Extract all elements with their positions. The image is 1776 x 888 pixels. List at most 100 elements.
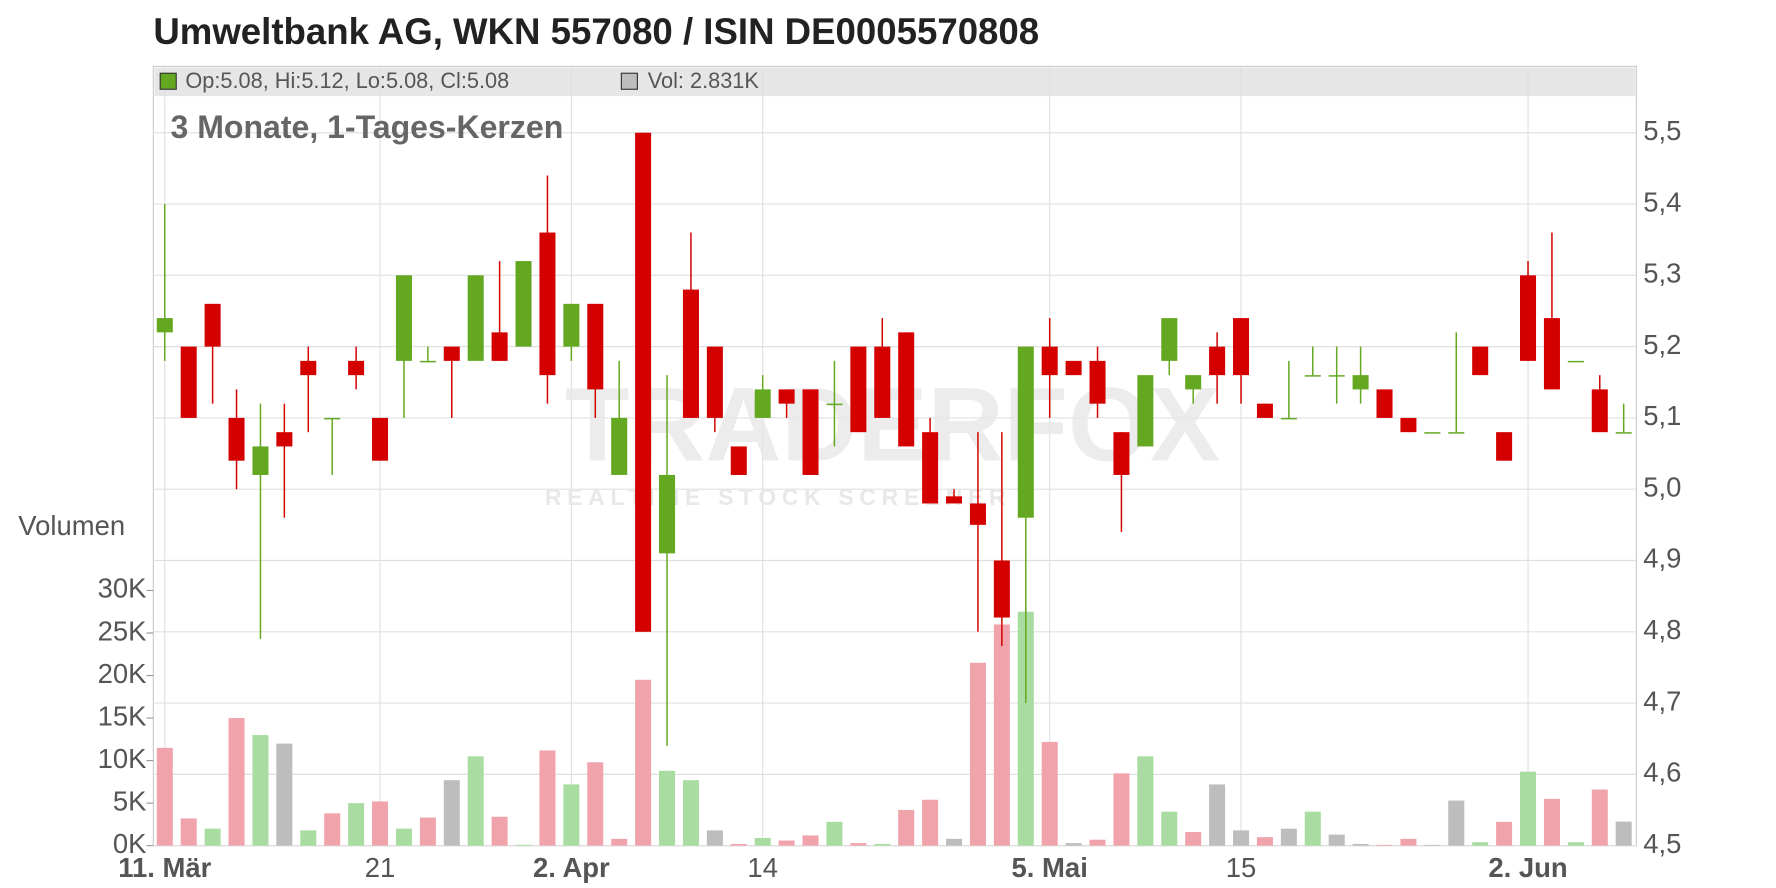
volume-bar xyxy=(1304,811,1321,846)
x-tick-label: 11. Mär xyxy=(118,852,211,883)
volume-bar xyxy=(1591,789,1608,846)
y2-tick-label: 25K xyxy=(98,615,147,646)
volume-bar xyxy=(659,770,676,846)
legend-swatch-price xyxy=(159,72,177,90)
background-layer xyxy=(153,66,1637,847)
candle-body xyxy=(156,318,173,333)
candle-body xyxy=(659,474,676,554)
volume-bar xyxy=(348,803,365,846)
candle-body xyxy=(730,446,747,475)
volume-bar xyxy=(969,662,986,846)
y-tick-label: 5,2 xyxy=(1643,329,1681,360)
volume-bar xyxy=(730,843,747,846)
y2-tick-label: 10K xyxy=(98,743,147,774)
candle-body xyxy=(276,432,293,447)
volume-bar xyxy=(180,818,197,846)
x-tick-label: 21 xyxy=(365,852,396,883)
volume-bar xyxy=(706,830,723,846)
volume-bar xyxy=(1400,838,1417,846)
volume-bar xyxy=(922,799,939,846)
candle-body xyxy=(300,360,317,376)
y2-tick-label: 5K xyxy=(113,785,147,816)
legend-price: Op:5.08, Hi:5.12, Lo:5.08, Cl:5.08 xyxy=(185,68,509,93)
volume-bar xyxy=(1543,798,1560,846)
volume-bar xyxy=(1041,741,1058,846)
candle-body xyxy=(1065,360,1082,376)
candle-body xyxy=(946,496,963,504)
y-tick-label: 5,0 xyxy=(1643,471,1681,502)
volume-bar xyxy=(515,844,532,846)
candle-body xyxy=(1137,375,1154,447)
volume-bar xyxy=(563,784,580,846)
watermark: TRADERFOX xyxy=(565,366,1220,483)
legend-swatch-volume xyxy=(620,72,638,90)
volume-bar xyxy=(1209,784,1226,846)
volume-bar xyxy=(898,809,915,846)
candle-body xyxy=(1328,375,1345,377)
volume-bar xyxy=(419,817,436,846)
candle-body xyxy=(252,446,269,475)
volume-bar xyxy=(1089,839,1106,846)
y-tick-label: 5,1 xyxy=(1643,400,1681,431)
candle-body xyxy=(850,346,867,433)
candle-body xyxy=(969,503,986,525)
volume-bar xyxy=(778,840,795,846)
x-tick-label: 15 xyxy=(1226,852,1257,883)
volume-bar xyxy=(850,843,867,846)
candle-body xyxy=(491,332,508,361)
candle-body xyxy=(1113,432,1130,475)
candle-body xyxy=(1543,318,1560,390)
candle-body xyxy=(1400,417,1417,433)
candle-body xyxy=(324,417,341,420)
y-tick-label: 5,4 xyxy=(1643,186,1681,217)
candle-body xyxy=(922,432,939,504)
candle-body xyxy=(1161,318,1178,361)
candle-body xyxy=(1520,275,1537,361)
candle-body xyxy=(1591,389,1608,433)
volume-bar xyxy=(946,838,963,846)
candle-body xyxy=(348,360,365,376)
candle-body xyxy=(1615,432,1632,434)
volume-bar xyxy=(1376,844,1393,846)
volume-bar xyxy=(1328,834,1345,846)
candle-body xyxy=(395,275,412,361)
y2-tick-label: 30K xyxy=(98,573,147,604)
candle-body xyxy=(826,403,843,406)
volume-axis-label: Volumen xyxy=(18,510,125,541)
volume-bar xyxy=(754,838,771,846)
volume-bar xyxy=(1496,821,1513,846)
y-tick-label: 5,5 xyxy=(1643,115,1681,146)
volume-bar xyxy=(1065,843,1082,846)
volume-bar xyxy=(1137,756,1154,846)
x-tick-label: 2. Jun xyxy=(1488,852,1567,883)
candle-body xyxy=(682,289,699,418)
candle-body xyxy=(372,417,389,461)
candle-body xyxy=(1304,375,1321,377)
candle-body xyxy=(802,389,819,475)
volume-bar xyxy=(993,624,1010,846)
watermark-sub: REALTIME STOCK SCREENER xyxy=(545,484,1011,510)
candle-body xyxy=(539,232,556,376)
plot-frame xyxy=(152,65,1637,847)
volume-bar xyxy=(611,838,628,846)
candle-body xyxy=(563,303,580,347)
volume-bar xyxy=(156,747,173,846)
volume-bar xyxy=(874,843,891,846)
volume-bar xyxy=(1424,844,1441,846)
candle-body xyxy=(1448,432,1465,434)
y-tick-label: 4,8 xyxy=(1643,614,1681,645)
candle-body xyxy=(1352,375,1369,390)
candle-body xyxy=(1185,375,1202,390)
volume-bar xyxy=(682,780,699,846)
candle-body xyxy=(587,303,604,390)
candle-body xyxy=(1376,389,1393,418)
candle-body xyxy=(443,346,460,361)
y-tick-label: 4,5 xyxy=(1643,828,1681,859)
candle-body xyxy=(1233,318,1250,376)
volume-bar xyxy=(276,743,293,846)
candle-body xyxy=(1496,432,1513,461)
candle-body xyxy=(515,261,532,347)
candle-body xyxy=(228,417,245,461)
volume-bar xyxy=(1233,830,1250,846)
volume-bar xyxy=(372,801,389,846)
